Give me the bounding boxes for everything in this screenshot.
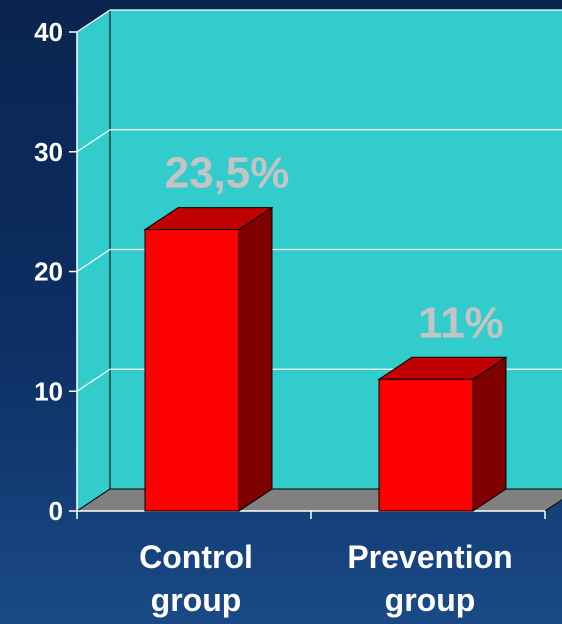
x-tick-label: Prevention group [347,539,512,618]
y-tick-label: 40 [34,17,63,47]
bar [378,378,474,512]
gridline-side [76,129,111,153]
gridline-side [76,9,111,33]
y-tick-label: 0 [49,496,63,526]
y-tick-label: 10 [34,376,63,406]
bar-side [472,356,507,512]
gridline-side [76,368,111,392]
data-label: 23,5% [165,149,290,198]
y-tick-label: 30 [34,137,63,167]
bar-side [238,206,273,512]
y-tick-label: 20 [34,257,63,287]
x-tick-label: Control group [139,539,253,618]
gridline-side [76,249,111,272]
bar [144,229,240,512]
plot-area: 0 10 20 30 40 23,5% Control group 11% Prevention g… [34,9,562,618]
data-label: 11% [418,298,504,347]
